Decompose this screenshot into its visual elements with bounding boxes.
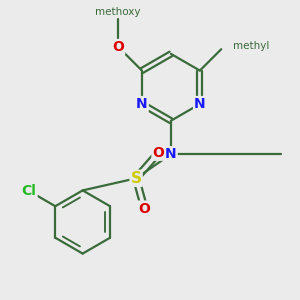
Text: O: O — [139, 202, 150, 215]
Text: O: O — [152, 146, 164, 160]
Text: O: O — [112, 40, 124, 54]
Text: S: S — [130, 171, 142, 186]
Text: Cl: Cl — [22, 184, 37, 198]
Text: N: N — [194, 97, 206, 111]
Text: methyl: methyl — [233, 40, 269, 50]
Text: N: N — [165, 147, 177, 161]
Text: N: N — [136, 97, 148, 111]
Text: methoxy: methoxy — [94, 7, 140, 16]
